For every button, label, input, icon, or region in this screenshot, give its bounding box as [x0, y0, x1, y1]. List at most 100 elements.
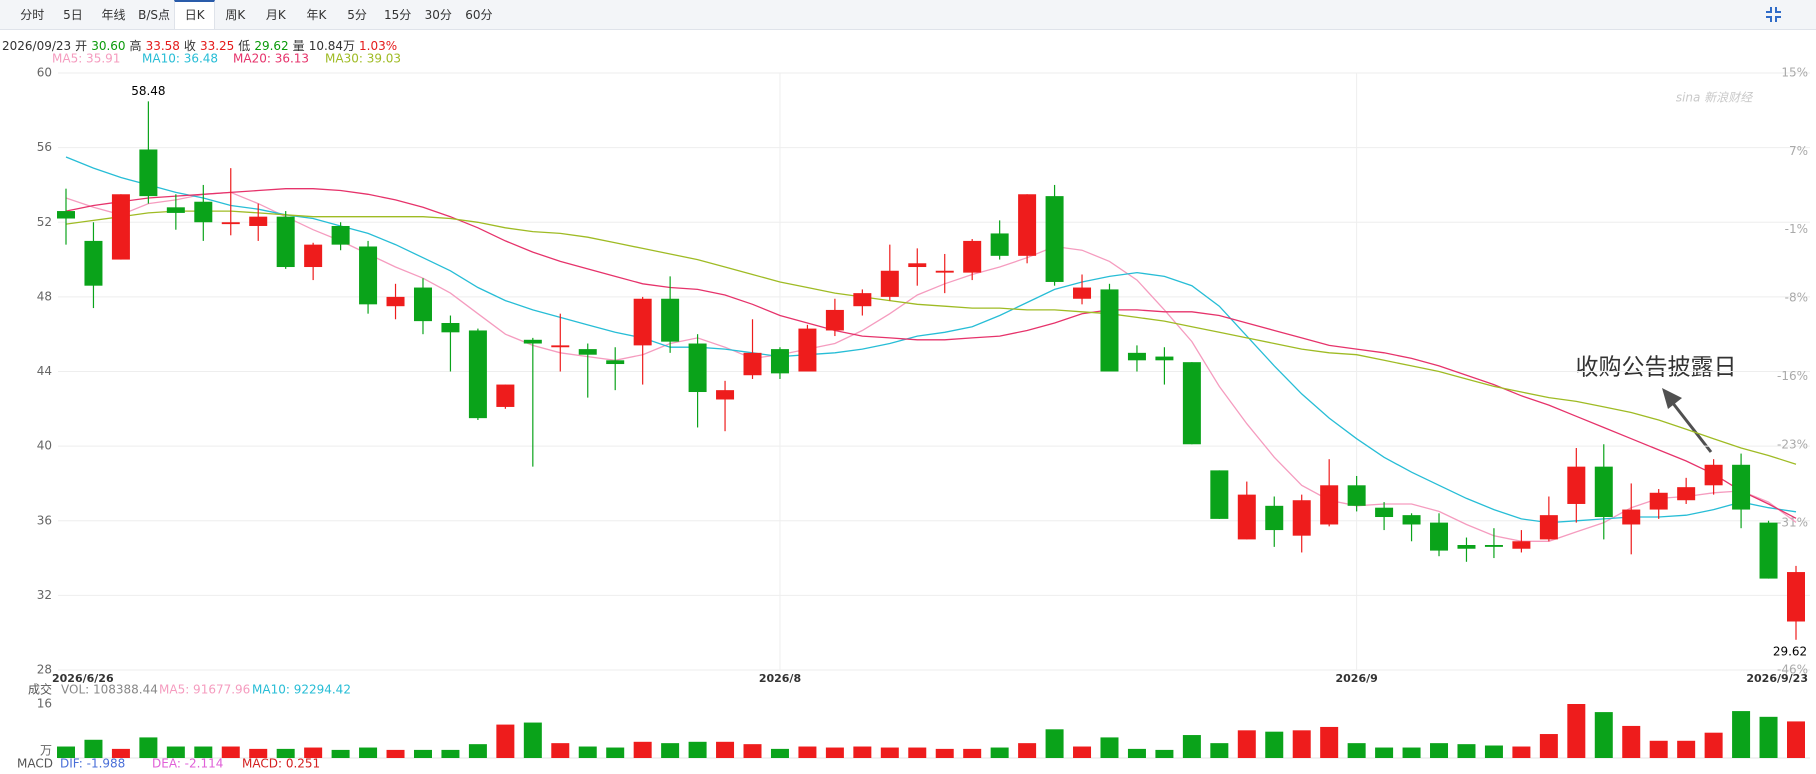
period-tab[interactable]: 15分 — [384, 8, 412, 22]
candle-body — [194, 201, 213, 223]
candle-body — [386, 296, 405, 307]
volume-bar — [111, 748, 130, 758]
candle-body — [1320, 485, 1339, 525]
legend-entry: MA10: 36.48 — [142, 52, 218, 66]
candle-body — [1073, 287, 1092, 299]
period-tab[interactable]: 60分 — [465, 8, 493, 22]
volume-bar — [1512, 746, 1531, 758]
candle-body — [1759, 522, 1778, 579]
volume-bar — [1484, 745, 1503, 758]
period-tab[interactable]: 5日 — [63, 8, 83, 22]
candle-body — [551, 345, 570, 348]
y-tick-label: 28 — [37, 663, 52, 677]
candle-body — [413, 287, 432, 322]
candle-body — [1512, 541, 1531, 549]
y2-tick-label: -8% — [1785, 291, 1808, 305]
x-tick-label: 2026/9/23 — [1746, 672, 1808, 685]
volume-bar — [276, 748, 295, 758]
volume-bar — [1100, 737, 1119, 758]
candle-body — [1704, 464, 1723, 486]
y2-tick-label: 15% — [1781, 66, 1808, 80]
volume-bar — [1457, 744, 1476, 758]
volume-bar — [1018, 743, 1037, 758]
candle-body — [1677, 487, 1696, 501]
candle-body — [935, 270, 954, 273]
fullscreen-icon[interactable] — [1766, 7, 1781, 22]
volume-bar — [880, 747, 899, 758]
volume-bar — [166, 746, 185, 758]
volume-bar — [1237, 730, 1256, 758]
volume-bar — [1677, 740, 1696, 758]
candle-body — [1347, 485, 1366, 506]
y-tick-label: 56 — [37, 140, 52, 154]
candle-body — [743, 352, 762, 376]
y-tick-label: 44 — [37, 364, 52, 378]
quote-value: 10.84万 — [308, 39, 356, 53]
volume-bar — [1402, 747, 1421, 758]
volume-bar — [551, 743, 570, 758]
period-tab[interactable]: 30分 — [424, 8, 452, 22]
candle-body — [468, 330, 487, 419]
annotation-arrowhead — [1662, 388, 1682, 409]
period-tab[interactable]: 周K — [225, 8, 246, 22]
period-tab[interactable]: 分时 — [20, 8, 45, 22]
macd-legend-entry: DIF: -1.988 — [60, 757, 125, 771]
quote-change: 1.03% — [359, 39, 398, 53]
ma-line — [65, 210, 1797, 465]
macd-title: MACD — [17, 757, 53, 771]
period-tab[interactable]: 日K — [174, 0, 215, 29]
volume-bar — [1539, 734, 1558, 758]
volume-bar — [1073, 746, 1092, 758]
candle-body — [633, 298, 652, 346]
candle-body — [496, 384, 515, 407]
period-tab[interactable]: 月K — [265, 8, 286, 22]
volume-bar — [908, 747, 927, 758]
period-tab[interactable]: 5分 — [347, 8, 367, 22]
volume-bar — [1649, 740, 1668, 758]
period-tab[interactable]: B/S点 — [138, 8, 171, 22]
volume-bar — [249, 748, 268, 758]
volume-bar — [1594, 712, 1613, 758]
candle-body — [111, 194, 130, 260]
volume-bar — [496, 724, 515, 758]
volume-bar — [1567, 704, 1586, 758]
volume-bar — [798, 746, 817, 758]
quote-date: 2026/09/23 — [2, 39, 72, 53]
candle-body — [1375, 507, 1394, 518]
period-toolbar: 分时 5日 年线 B/S点 日K 周K 月K 年K 5分 15分 30分 60分 — [0, 0, 1816, 30]
candle-body — [963, 240, 982, 273]
candle-body — [1018, 194, 1037, 256]
candle-body — [798, 328, 817, 372]
quote-label: 低 — [238, 39, 251, 53]
candle-body — [1484, 545, 1503, 547]
volume-bar — [1622, 725, 1641, 758]
volume-bar — [1292, 730, 1311, 758]
volume-bar — [1265, 731, 1284, 758]
y2-tick-label: -46% — [1777, 663, 1808, 677]
y-tick-label: 16 — [37, 697, 52, 711]
volume-bar — [523, 722, 542, 758]
quote-label: 收 — [183, 39, 196, 53]
y-tick-label: 40 — [37, 439, 52, 453]
y-tick-label: 32 — [37, 588, 52, 602]
candle-body — [990, 233, 1009, 256]
quote-label: 高 — [129, 39, 142, 53]
y2-tick-label: -23% — [1777, 437, 1808, 451]
volume-bar — [359, 747, 378, 758]
candle-body — [853, 293, 872, 307]
candle-body — [441, 322, 460, 333]
candle-body — [661, 298, 680, 342]
volume-bar — [661, 743, 680, 758]
y2-tick-label: 7% — [1789, 144, 1808, 158]
candle-body — [1237, 494, 1256, 540]
macd-legend-entry: MACD: 0.251 — [242, 757, 320, 771]
macd-legend-entry: DEA: -2.114 — [152, 757, 223, 771]
volume-bar — [1375, 747, 1394, 758]
period-tab[interactable]: 年K — [306, 8, 327, 22]
period-tab[interactable]: 年线 — [101, 8, 126, 22]
candle-body — [1292, 500, 1311, 536]
volume-bar — [194, 746, 213, 758]
annotation-arrow — [1670, 401, 1713, 453]
candle-body — [1622, 509, 1641, 525]
y2-tick-label: -16% — [1777, 369, 1808, 383]
